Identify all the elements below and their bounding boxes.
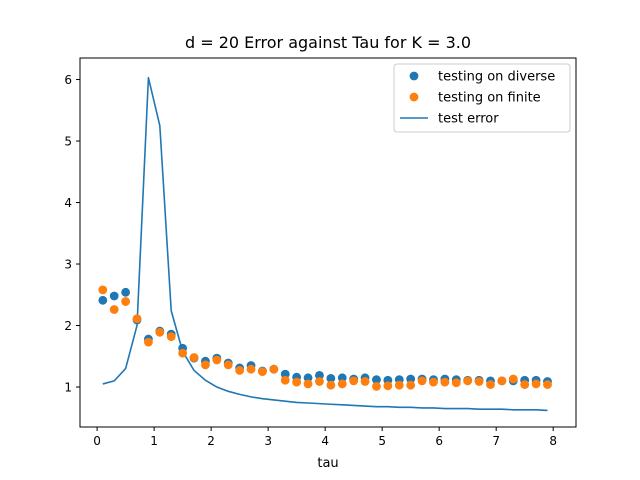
scatter-point-series-1 <box>235 366 245 375</box>
y-tick-label: 3 <box>64 258 72 272</box>
y-tick-label: 5 <box>64 135 72 149</box>
legend-entry-label: testing on finite <box>438 91 541 106</box>
scatter-point-series-0 <box>406 374 416 384</box>
scatter-point-series-1 <box>440 377 450 387</box>
x-tick-label: 3 <box>264 434 272 448</box>
y-tick-label: 1 <box>64 381 72 395</box>
scatter-point-series-1 <box>280 375 290 385</box>
scatter-point-series-1 <box>155 327 165 337</box>
scatter-point-series-0 <box>372 375 381 385</box>
scatter-point-series-0 <box>109 291 119 301</box>
scatter-point-series-0 <box>326 374 336 383</box>
x-tick-label: 2 <box>207 434 215 448</box>
y-tick-label: 2 <box>64 319 72 333</box>
x-tick-label: 6 <box>435 434 443 448</box>
y-axis: 1 2 3 4 5 6 <box>64 73 80 395</box>
x-tick-label: 4 <box>321 434 329 448</box>
scatter-point-series-1 <box>463 376 473 386</box>
scatter-point-series-1 <box>178 348 188 358</box>
scatter-point-series-1 <box>223 360 233 370</box>
chart-title: d = 20 Error against Tau for K = 3.0 <box>185 33 471 52</box>
scatter-point-series-0 <box>303 373 313 383</box>
scatter-point-series-1 <box>497 376 507 386</box>
x-axis-label: tau <box>317 456 338 471</box>
scatter-point-series-1 <box>360 377 370 386</box>
scatter-point-series-1 <box>326 380 336 390</box>
scatter-point-series-1 <box>337 379 347 389</box>
scatter-point-series-1 <box>520 380 530 389</box>
scatter-point-series-1 <box>474 377 484 386</box>
scatter-point-series-1 <box>246 364 256 374</box>
x-tick-label: 7 <box>492 434 500 448</box>
legend-marker-swatch <box>409 92 419 102</box>
scatter-point-series-0 <box>315 370 324 380</box>
scatter-point-series-1 <box>406 380 416 390</box>
scatter-point-series-1 <box>121 297 131 306</box>
y-tick-label: 4 <box>64 196 72 210</box>
scatter-point-series-1 <box>315 377 324 386</box>
scatter-point-series-0 <box>280 369 290 379</box>
scatter-point-series-1 <box>417 376 427 386</box>
scatter-point-series-1 <box>166 332 176 341</box>
scatter-point-series-1 <box>303 379 313 389</box>
x-axis: 0 1 2 3 4 5 6 7 8 <box>93 427 557 448</box>
scatter-point-series-1 <box>212 355 222 365</box>
scatter-point-series-1 <box>189 353 199 362</box>
scatter-point-series-1 <box>486 380 495 389</box>
scatter-point-series-1 <box>201 360 210 370</box>
scatter-point-series-1 <box>429 377 438 387</box>
scatter-point-series-0 <box>337 373 347 383</box>
x-tick-label: 1 <box>150 434 158 448</box>
scatter-point-series-1 <box>372 382 381 391</box>
legend: testing on diverse testing on finite test … <box>393 63 571 133</box>
scatter-point-series-1 <box>383 381 393 391</box>
scatter-point-series-1 <box>451 378 461 388</box>
x-tick-label: 8 <box>549 434 557 448</box>
legend-entry-label: test error <box>438 112 499 127</box>
scatter-point-series-1 <box>394 380 404 390</box>
scatter-point-series-1 <box>258 367 267 377</box>
legend-box <box>393 63 571 133</box>
scatter-point-series-1 <box>98 285 108 295</box>
scatter-point-series-1 <box>508 374 518 384</box>
scatter-point-series-1 <box>349 376 359 386</box>
scatter-point-series-1 <box>292 377 302 387</box>
scatter-point-series-1 <box>531 379 541 389</box>
plot-frame <box>79 57 577 428</box>
scatter-point-series-1 <box>109 305 119 314</box>
legend-marker-swatch <box>409 71 419 81</box>
plot-area <box>98 76 552 412</box>
series-line-test-error <box>102 76 548 412</box>
x-tick-label: 0 <box>93 434 101 448</box>
scatter-point-series-1 <box>543 380 552 389</box>
scatter-point-series-1 <box>132 314 142 324</box>
scatter-point-series-0 <box>121 287 131 297</box>
scatter-point-series-1 <box>269 364 279 374</box>
legend-entry-label: testing on diverse <box>438 70 555 85</box>
x-tick-label: 5 <box>378 434 386 448</box>
scatter-point-series-1 <box>144 337 153 347</box>
y-tick-label: 6 <box>64 73 72 87</box>
scatter-point-series-0 <box>98 295 108 305</box>
